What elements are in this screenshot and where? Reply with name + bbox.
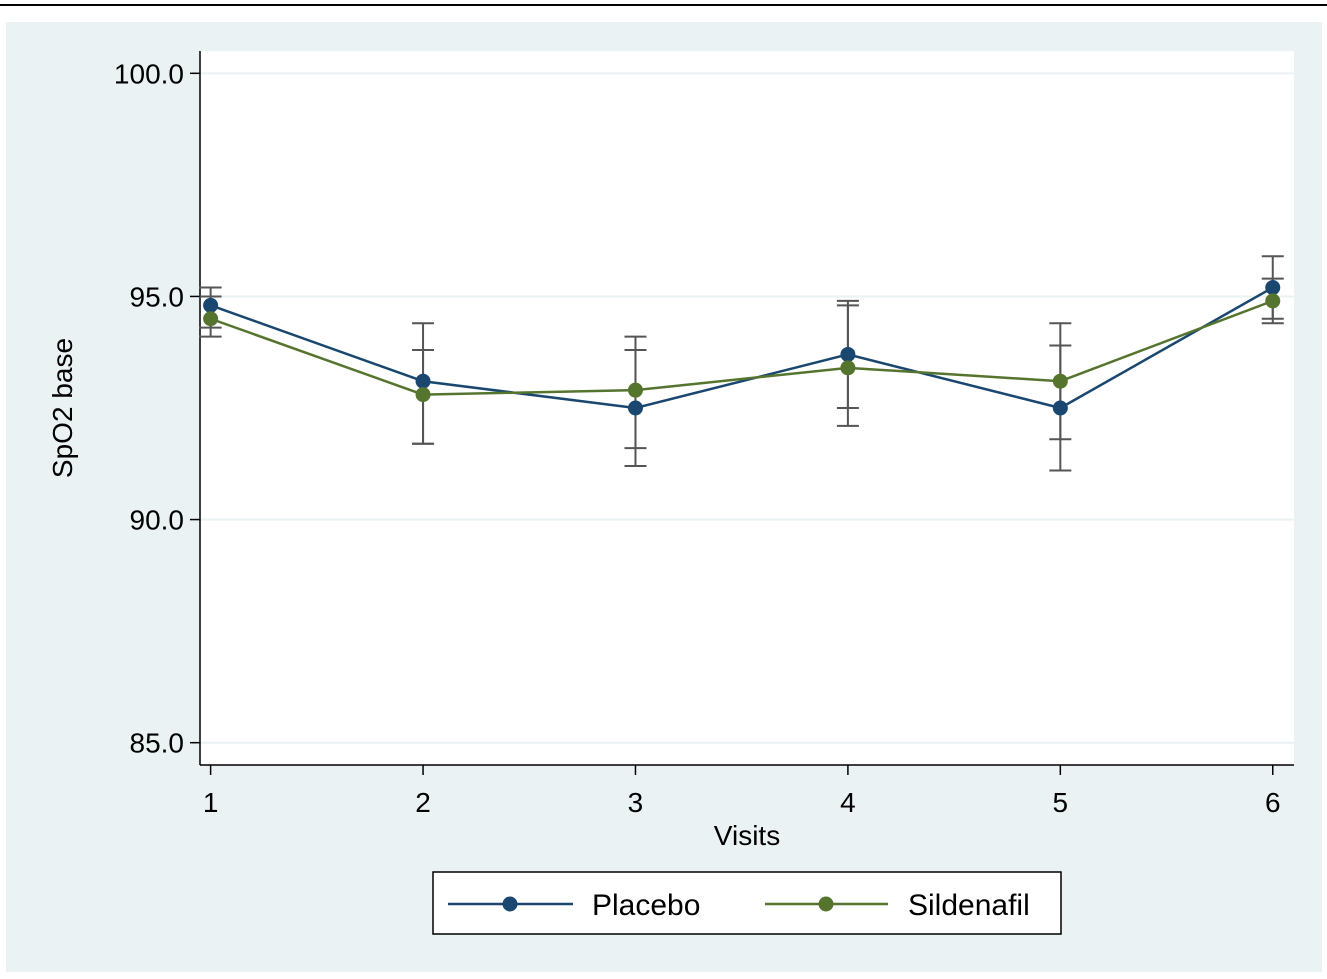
x-tick-label: 5 <box>1053 787 1069 818</box>
sildenafil-series-line <box>210 299 1274 396</box>
x-axis-title: Visits <box>714 820 780 851</box>
placebo-point <box>1265 280 1281 296</box>
y-tick-label: 95.0 <box>130 281 185 312</box>
legend-sildenafil-marker <box>818 896 834 912</box>
y-tick-label: 90.0 <box>130 505 185 536</box>
legend-placebo-label: Placebo <box>592 889 700 922</box>
y-axis-title: SpO2 base <box>47 338 78 478</box>
series-lines <box>210 286 1274 410</box>
x-tick-label: 2 <box>415 787 431 818</box>
sildenafil-point <box>415 387 431 403</box>
legend-placebo-marker <box>502 896 518 912</box>
placebo-point <box>627 400 643 416</box>
x-tick-label: 3 <box>628 787 644 818</box>
placebo-point <box>1052 400 1068 416</box>
placebo-point <box>203 297 219 313</box>
grid-lines <box>200 72 1294 744</box>
placebo-series-line <box>210 286 1274 410</box>
y-tick-label: 100.0 <box>114 58 184 89</box>
y-axis-ticks: 85.0 90.0 95.0 100.0 <box>114 58 200 759</box>
sildenafil-point <box>203 311 219 327</box>
x-tick-label: 6 <box>1265 787 1281 818</box>
placebo-point <box>840 346 856 362</box>
y-tick-label: 85.0 <box>130 728 185 759</box>
legend-sildenafil-label: Sildenafil <box>908 889 1030 922</box>
sildenafil-point <box>840 360 856 376</box>
sildenafil-point <box>627 382 643 398</box>
x-tick-label: 1 <box>203 787 219 818</box>
axes <box>199 51 1294 766</box>
data-points <box>203 280 1281 416</box>
sildenafil-point <box>1052 373 1068 389</box>
legend: Placebo Sildenafil <box>432 871 1062 935</box>
placebo-point <box>415 373 431 389</box>
sildenafil-point <box>1265 293 1281 309</box>
x-axis-ticks: 1 2 3 4 5 6 <box>203 765 1281 818</box>
x-tick-label: 4 <box>840 787 856 818</box>
plot-area <box>200 51 1294 765</box>
